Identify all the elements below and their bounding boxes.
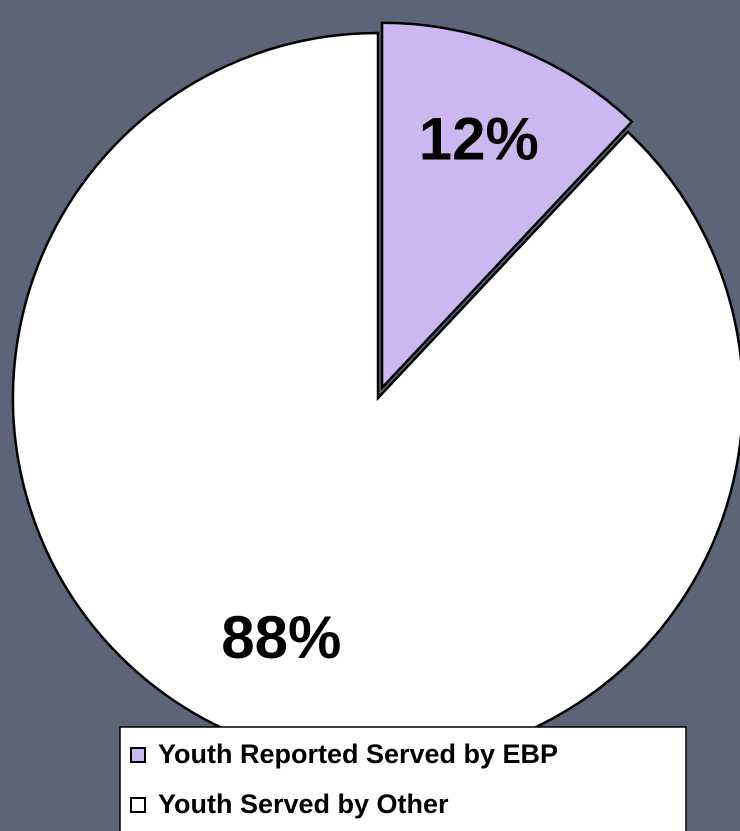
legend-label: Youth Reported Served by EBP (158, 739, 558, 769)
legend-swatch (130, 797, 146, 813)
legend: Youth Reported Served by EBP Youth Served… (119, 726, 687, 831)
data-label: 88% (221, 604, 341, 671)
legend-label: Youth Served by Other (158, 789, 449, 819)
legend-swatch (130, 747, 146, 763)
pie-slice (11, 31, 740, 765)
data-labels: 88% 12% (221, 105, 539, 671)
data-label: 12% (419, 105, 539, 172)
pie (11, 21, 740, 765)
pie-slice (380, 21, 634, 391)
legend-box (119, 726, 687, 831)
